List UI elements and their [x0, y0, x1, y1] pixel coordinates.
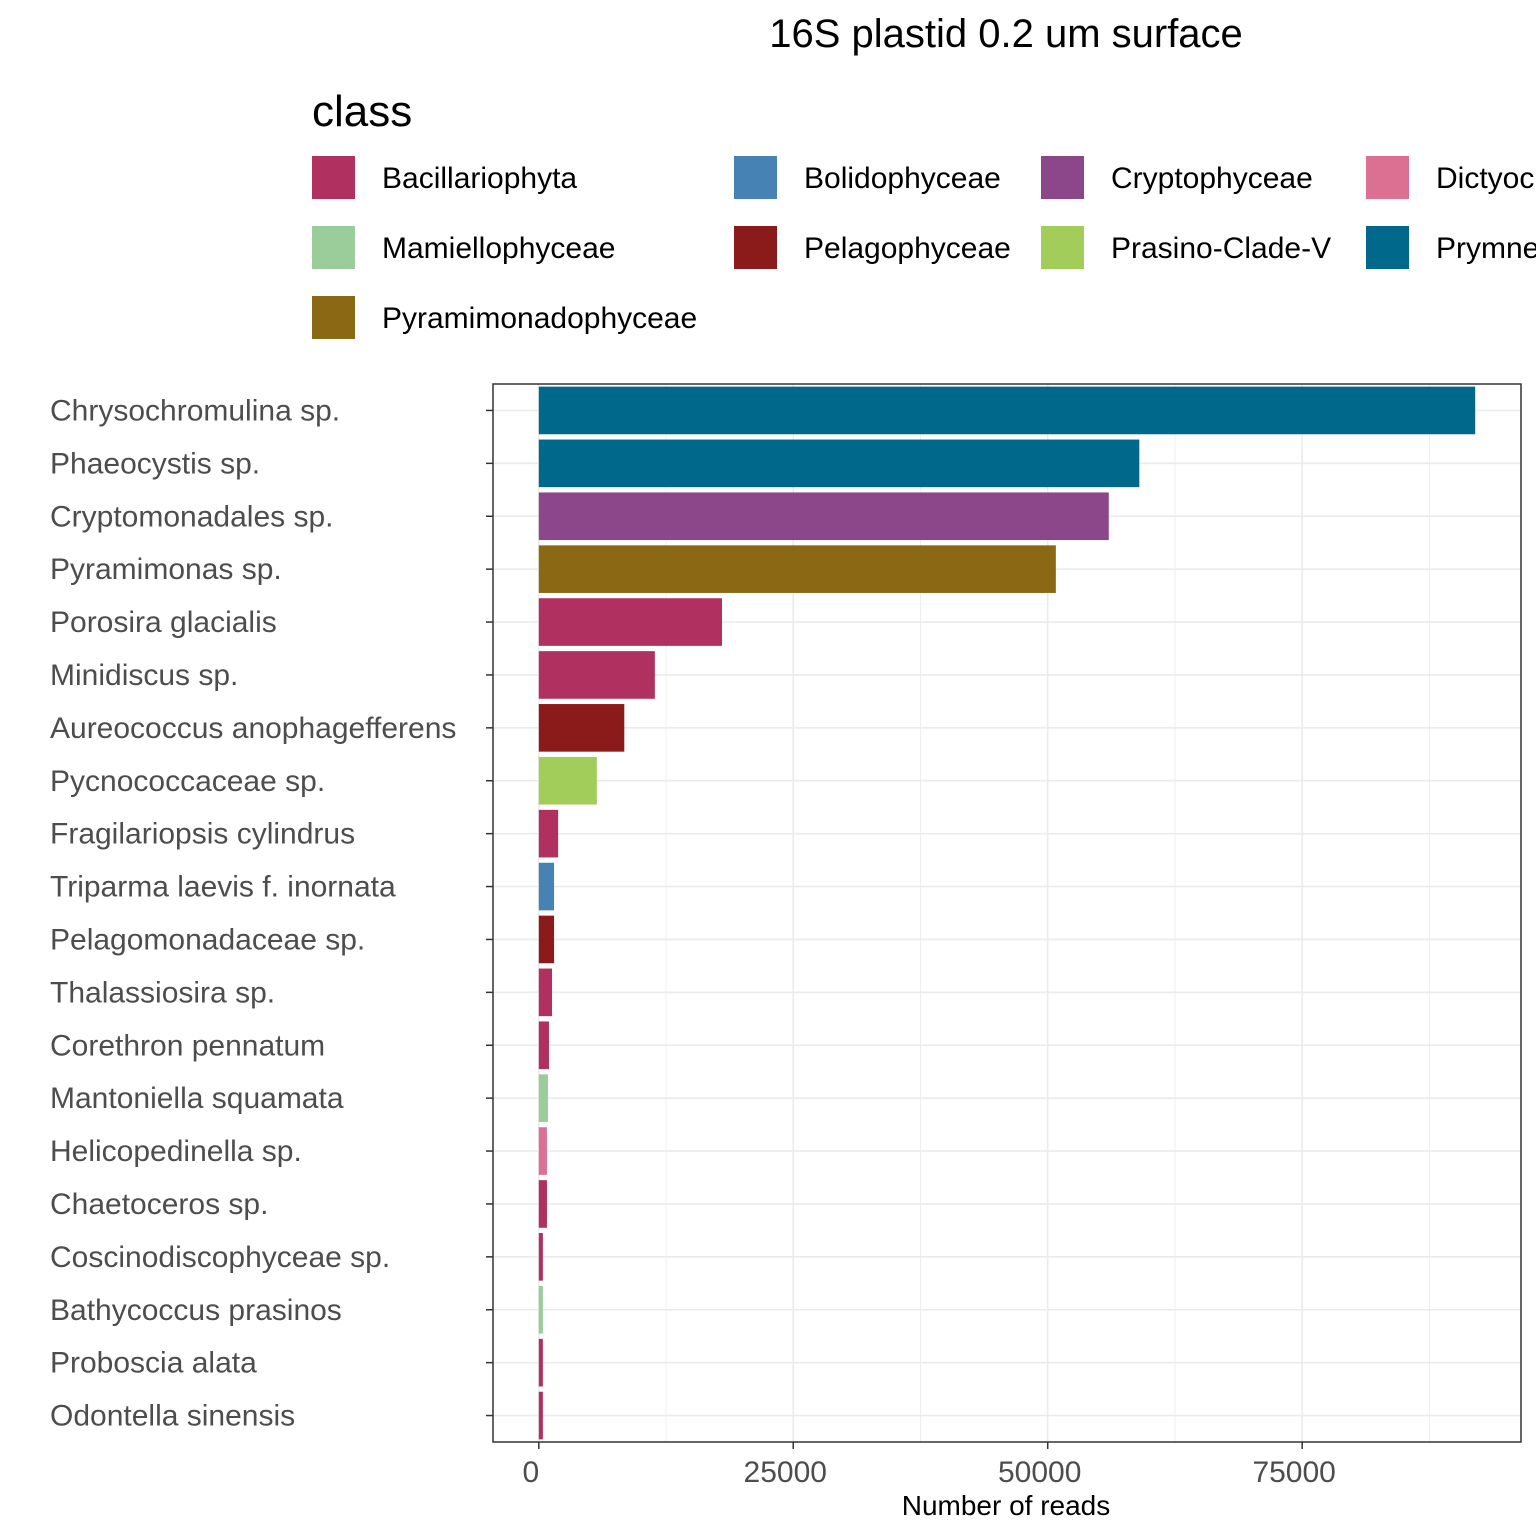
legend-swatch — [734, 226, 777, 269]
legend-label: Prymnesiophyceae — [1436, 232, 1536, 265]
bar-minidiscus-sp — [538, 651, 655, 699]
category-label: Aureococcus anophagefferens — [50, 712, 456, 745]
legend-item-pelagophyceae: Pelagophyceae — [734, 226, 1011, 269]
category-label: Pelagomonadaceae sp. — [50, 923, 365, 956]
bar-pelagomonadaceae-sp — [538, 915, 555, 964]
bar-proboscia-alata — [538, 1338, 543, 1387]
bar-mantoniella-squamata — [538, 1074, 548, 1122]
bar-thalassiosira-sp — [538, 968, 553, 1017]
category-label: Fragilariopsis cylindrus — [50, 818, 355, 851]
bar-fragilariopsis-cylindrus — [538, 809, 559, 858]
legend-item-pyramimonadophyceae: Pyramimonadophyceae — [312, 296, 697, 339]
category-label: Cryptomonadales sp. — [50, 500, 333, 533]
legend-swatch — [1366, 156, 1409, 199]
legend-swatch — [312, 226, 355, 269]
legend-swatch — [312, 156, 355, 199]
bar-triparma-laevis-f-inornata — [538, 862, 555, 911]
bar-corethron-pennatum — [538, 1021, 549, 1070]
x-axis: 0 25000 50000 75000 — [522, 1442, 1336, 1489]
category-label: Porosira glacialis — [50, 606, 277, 639]
legend-swatch — [734, 156, 777, 199]
bar-helicopedinella-sp — [538, 1127, 547, 1175]
legend-label: Pyramimonadophyceae — [382, 302, 697, 335]
category-label: Corethron pennatum — [50, 1029, 325, 1062]
bar-chaetoceros-sp — [538, 1180, 547, 1228]
category-label: Minidiscus sp. — [50, 659, 238, 692]
bar-aureococcus-anophagefferens — [538, 704, 625, 752]
category-label: Coscinodiscophyceae sp. — [50, 1241, 390, 1274]
legend-item-cryptophyceae: Cryptophyceae — [1041, 156, 1313, 199]
bar-chrysochromulina-sp — [538, 386, 1476, 435]
bar-porosira-glacialis — [538, 598, 723, 646]
legend-title: class — [312, 87, 412, 136]
category-label: Pyramimonas sp. — [50, 553, 282, 586]
x-tick-label: 75000 — [1252, 1456, 1335, 1489]
category-label: Helicopedinella sp. — [50, 1135, 302, 1168]
legend-swatch — [1366, 226, 1409, 269]
bar-odontella-sinensis — [538, 1391, 543, 1440]
legend-label: Pelagophyceae — [804, 232, 1011, 265]
legend-label: Bolidophyceae — [804, 162, 1001, 195]
x-tick-label: 50000 — [998, 1456, 1081, 1489]
legend-item-prasino-clade-v: Prasino-Clade-V — [1041, 226, 1331, 269]
x-axis-title: Number of reads — [902, 1490, 1111, 1521]
x-tick-label: 0 — [522, 1456, 539, 1489]
category-label: Proboscia alata — [50, 1347, 257, 1380]
legend-item-bacillariophyta: Bacillariophyta — [312, 156, 577, 199]
bar-phaeocystis-sp — [538, 439, 1140, 488]
category-label: Thalassiosira sp. — [50, 976, 275, 1009]
legend-label: Cryptophyceae — [1111, 162, 1313, 195]
grid — [493, 384, 1521, 1442]
legend-item-bolidophyceae: Bolidophyceae — [734, 156, 1001, 199]
chart-title: 16S plastid 0.2 um surface — [769, 12, 1243, 56]
legend-label: Prasino-Clade-V — [1111, 232, 1331, 265]
category-label: Bathycoccus prasinos — [50, 1294, 342, 1327]
legend-swatch — [1041, 226, 1084, 269]
legend-item-mamiellophyceae: Mamiellophyceae — [312, 226, 615, 269]
legend-label: Dictyochophyceae — [1436, 162, 1536, 195]
legend-swatch — [312, 296, 355, 339]
legend-item-dictyochophyceae: Dictyochophyceae — [1366, 156, 1536, 199]
legend-swatch — [1041, 156, 1084, 199]
bar-cryptomonadales-sp — [538, 492, 1109, 541]
category-label: Triparma laevis f. inornata — [50, 871, 396, 904]
legend-label: Mamiellophyceae — [382, 232, 615, 265]
category-label: Mantoniella squamata — [50, 1082, 344, 1115]
x-tick-label: 25000 — [744, 1456, 827, 1489]
category-label: Chrysochromulina sp. — [50, 394, 340, 427]
bar-bathycoccus-prasinos — [538, 1285, 543, 1334]
legend-item-prymnesiophyceae: Prymnesiophyceae — [1366, 226, 1536, 269]
legend-label: Bacillariophyta — [382, 162, 577, 195]
y-axis: Chrysochromulina sp. Phaeocystis sp. Crypt… — [50, 394, 493, 1433]
category-label: Chaetoceros sp. — [50, 1188, 268, 1221]
bars — [538, 386, 1476, 1440]
category-label: Pycnococcaceae sp. — [50, 765, 325, 798]
bar-pyramimonas-sp — [538, 545, 1056, 593]
plot-area: Chrysochromulina sp. Phaeocystis sp. Crypt… — [50, 383, 1522, 1489]
category-label: Odontella sinensis — [50, 1400, 295, 1433]
bar-pycnococcaceae-sp — [538, 756, 597, 805]
legend: class Bacillariophyta Bolidophyceae Crypto… — [312, 87, 1536, 339]
bar-coscinodiscophyceae-sp — [538, 1233, 543, 1281]
panel-border — [492, 383, 1522, 1443]
category-label: Phaeocystis sp. — [50, 447, 260, 480]
